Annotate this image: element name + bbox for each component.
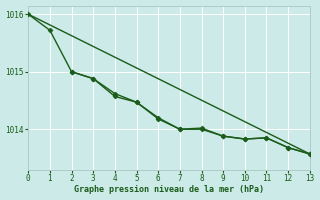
X-axis label: Graphe pression niveau de la mer (hPa): Graphe pression niveau de la mer (hPa): [74, 185, 264, 194]
